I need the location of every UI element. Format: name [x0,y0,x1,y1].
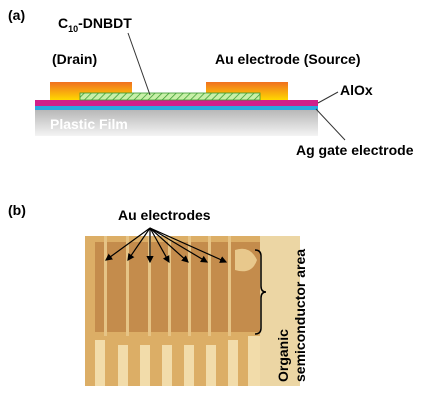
substrate-label: Plastic Film [50,116,128,132]
semiconductor-layer [80,93,260,100]
panel-label: (a) [8,7,25,23]
semiconductor-label: C10-DNBDT [58,15,132,34]
drain-label: (Drain) [52,51,97,67]
area-label: Organic [275,329,291,382]
figure: (a) C10-DNBDT (Drain) Au electrode (Sour… [0,0,439,394]
micrograph [85,236,300,386]
gate-label: Ag gate electrode [296,142,414,158]
label-part: C [58,15,68,31]
leader-line [318,92,338,103]
ag-gate-layer [35,106,318,110]
panel-label: (b) [8,202,26,218]
alox-layer [35,100,318,106]
label-part: -DNBDT [78,15,132,31]
label-subscript: 10 [68,24,78,34]
dielectric-label: AlOx [340,82,373,98]
electrodes-label: Au electrodes [118,207,211,223]
leader-line [316,109,345,140]
area-label: semiconductor area [292,249,308,382]
source-label: Au electrode (Source) [215,51,360,67]
